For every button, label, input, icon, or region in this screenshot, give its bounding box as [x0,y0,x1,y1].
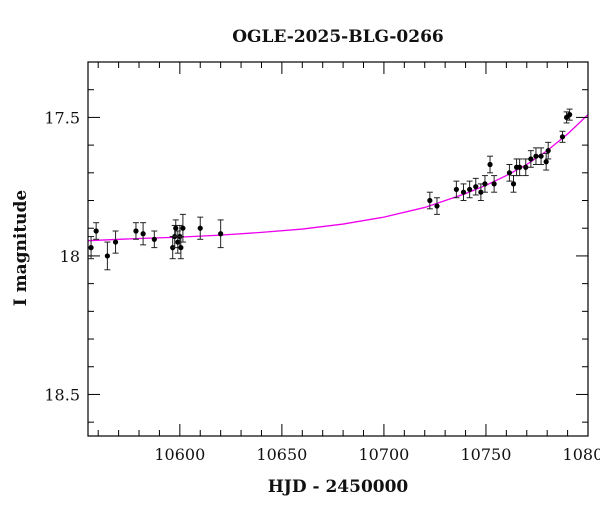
data-marker [175,239,181,245]
data-point [559,130,566,143]
data-point [481,175,488,193]
data-marker [533,153,539,159]
data-point [506,164,513,182]
data-marker [88,245,94,251]
data-point [466,180,473,199]
data-point [460,183,467,202]
data-marker [93,228,99,234]
data-point [487,155,494,174]
data-marker [559,134,566,140]
data-point [151,230,158,249]
data-point [132,222,139,240]
data-point [566,108,573,121]
data-marker [434,203,440,209]
data-point [104,241,111,271]
data-marker [427,197,433,204]
data-point [516,158,523,177]
model-curve-layer [88,114,588,242]
plot-frame [87,61,589,437]
data-point [217,219,224,249]
data-marker [545,148,551,154]
data-marker [112,239,119,245]
x-tick-label: 10650 [256,445,307,464]
data-point [477,183,484,202]
data-point [453,180,460,199]
data-marker [487,161,493,168]
data-point [527,150,534,168]
data-marker [460,189,467,195]
data-marker [538,153,544,159]
data-points-layer [88,108,573,271]
x-tick-label: 10800 [563,445,600,464]
data-marker [140,231,146,237]
y-tick-label: 18.5 [44,385,80,404]
data-marker [506,170,513,176]
data-point [532,147,539,166]
data-point [93,222,100,240]
data-marker [510,181,517,187]
data-marker [218,231,224,237]
x-tick-label: 10750 [461,445,512,464]
data-point [174,230,181,254]
data-marker [567,112,573,118]
data-point [426,191,433,210]
data-marker [180,225,186,231]
axes-frame [87,61,589,437]
data-point [543,152,550,171]
chart-title: OGLE-2025-BLG-0266 [232,27,444,47]
data-marker [543,159,549,165]
data-marker [133,228,139,234]
data-marker [151,236,157,242]
data-point [545,141,552,160]
data-point [179,213,186,243]
data-marker [467,186,473,193]
data-point [112,230,119,254]
data-marker [178,245,184,251]
x-tick-label: 10700 [358,445,409,464]
data-point [538,147,545,166]
axis-ticks: 10600 10650 10700 10750 10800 17.5 18 18.5 [44,61,600,464]
data-point [563,111,570,124]
data-point [433,197,440,215]
data-marker [528,156,534,162]
y-tick-label: 17.5 [44,108,80,127]
data-point [522,158,529,177]
data-marker [491,181,497,187]
data-point [472,177,479,196]
y-tick-label: 18 [60,247,80,266]
data-point [197,216,204,240]
data-marker [173,225,179,231]
x-tick-label: 10600 [154,445,205,464]
x-axis-label: HJD - 2450000 [268,477,409,497]
model-curve [88,114,588,242]
data-marker [523,164,529,170]
data-point [88,236,95,260]
data-point [510,175,517,193]
data-marker [478,189,484,195]
y-axis-label: I magnitude [11,190,31,307]
data-marker [482,181,488,187]
data-marker [197,225,203,231]
data-marker [104,253,110,259]
data-marker [453,186,459,193]
data-marker [473,184,479,190]
data-marker [517,164,523,170]
data-point [140,222,147,246]
data-point [491,175,498,193]
